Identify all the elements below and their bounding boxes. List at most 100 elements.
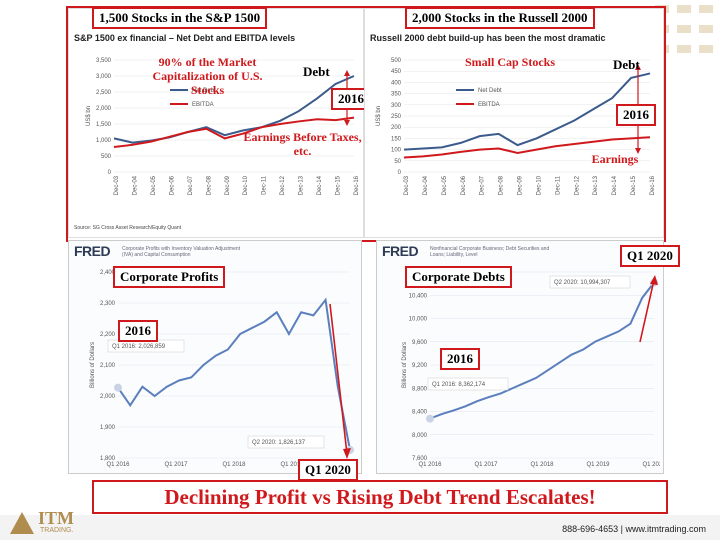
data-point	[227, 348, 229, 351]
sp1500-box: 1,500 Stocks in the S&P 1500	[92, 7, 268, 29]
x-tick-label: Dec-16	[650, 175, 656, 195]
legend-label: Net Debt	[478, 88, 502, 94]
x-tick-label: Dec-10	[243, 175, 249, 195]
data-point	[239, 333, 241, 335]
data-point	[288, 333, 290, 335]
series-line-ebitda	[113, 116, 355, 149]
data-point	[511, 387, 514, 390]
rus-earnings-annotation: Earnings	[591, 152, 639, 166]
y-tick-label: 3,500	[96, 58, 112, 64]
data-point	[641, 297, 644, 299]
x-tick-label: Q1 2020	[642, 462, 660, 468]
y-tick-label: 450	[391, 69, 402, 75]
decline-arrowhead	[343, 448, 351, 459]
y-tick-label: 1,000	[96, 138, 112, 144]
y-tick-label: 250	[391, 114, 402, 120]
fred-logo-debts: FRED	[382, 243, 419, 259]
data-point	[476, 400, 478, 402]
x-tick-label: Dec-08	[499, 175, 505, 195]
x-tick-label: Dec-09	[225, 175, 231, 195]
sp-debt-label: Debt	[303, 64, 330, 79]
x-tick-label: Q1 2017	[164, 462, 188, 468]
data-point	[464, 405, 467, 408]
x-tick-label: Q1 2019	[586, 462, 610, 468]
debts-series-desc: Nonfinancial Corporate Business; Debt Se…	[430, 246, 550, 258]
y-tick-label: 9,600	[412, 340, 428, 346]
x-tick-label: Dec-14	[612, 175, 618, 195]
rus-small-cap-annotation: Small Cap Stocks	[464, 55, 556, 69]
y-axis-label: Billions of Dollars	[90, 342, 96, 388]
sp-arrowhead-down	[344, 120, 350, 126]
x-tick-label: Dec-04	[423, 175, 429, 195]
y-axis-label: US$ bn	[376, 106, 382, 126]
sp-earnings-annotation: Earnings Before Taxes, etc.	[243, 130, 362, 158]
profits-2016-box: 2016	[118, 320, 158, 342]
y-tick-label: 50	[394, 159, 401, 165]
itm-logo-icon	[10, 512, 34, 534]
x-tick-label: Q1 2016	[418, 462, 442, 468]
y-tick-label: 2,000	[96, 106, 112, 112]
highlight-q1-2016	[114, 383, 122, 392]
x-tick-label: Dec-11	[262, 175, 268, 195]
x-tick-label: Dec-06	[461, 175, 467, 195]
itm-logo-text: ITM	[38, 508, 74, 528]
tooltip-label: Q1 2016: 8,362,174	[432, 382, 486, 388]
x-tick-label: Dec-16	[354, 175, 360, 195]
tooltip-label: Q2 2020: 1,826,137	[252, 440, 306, 446]
series-line-0	[429, 282, 655, 420]
y-tick-label: 8,400	[412, 410, 428, 416]
x-tick-label: Dec-07	[188, 175, 194, 195]
data-point	[141, 385, 144, 388]
data-point	[214, 354, 217, 357]
y-tick-label: 200	[391, 125, 402, 131]
y-tick-label: 400	[391, 80, 402, 86]
data-point	[129, 404, 132, 407]
highlight-q1-2016	[426, 414, 434, 423]
y-tick-label: 10,400	[409, 293, 428, 299]
data-point	[452, 409, 455, 412]
x-tick-label: Q1 2016	[106, 462, 130, 468]
sp1500-chart: 0 500 1,000 1,500 2,000 2,500 3,000 3,500 Dec-03…	[86, 58, 360, 195]
y-tick-label: 9,200	[412, 363, 428, 369]
data-point	[570, 353, 573, 356]
russell-panel	[364, 8, 664, 238]
x-tick-label: Dec-05	[151, 175, 157, 195]
x-tick-label: Dec-13	[593, 175, 599, 195]
y-tick-label: 300	[391, 103, 402, 109]
profits-box: Corporate Profits	[113, 266, 226, 288]
data-point	[300, 311, 302, 314]
x-tick-label: Dec-03	[404, 175, 410, 195]
data-point	[178, 379, 180, 382]
tooltip-label: Q2 2020: 10,994,307	[554, 280, 611, 286]
fred-logo-profits: FRED	[74, 243, 111, 259]
x-tick-label: Dec-14	[317, 175, 323, 195]
y-tick-label: 2,500	[96, 90, 112, 96]
sp1500-panel	[68, 8, 364, 238]
y-tick-label: 1,900	[100, 425, 116, 431]
y-tick-label: 8,000	[412, 433, 428, 439]
y-axis-label: US$ bn	[86, 106, 92, 126]
sp-arrowhead-up	[344, 70, 350, 76]
data-point	[324, 299, 327, 301]
x-tick-label: Q1 2019	[280, 462, 304, 468]
x-tick-label: Dec-05	[442, 175, 448, 195]
y-tick-label: 3,000	[96, 74, 112, 80]
x-tick-label: Q1 2018	[222, 462, 246, 468]
rise-arrowhead	[650, 275, 658, 285]
rus-arrowhead-down	[635, 148, 641, 154]
y-tick-label: 8,800	[412, 386, 428, 392]
profits-series-desc: Corporate Profits with Inventory Valuati…	[122, 246, 241, 258]
debts-box: Corporate Debts	[405, 266, 512, 288]
tooltip-box	[549, 275, 631, 289]
y-tick-label: 0	[108, 170, 112, 176]
data-point	[263, 320, 266, 323]
data-point	[251, 327, 254, 329]
series-line-ebitda	[403, 136, 651, 159]
y-tick-label: 150	[391, 136, 402, 142]
debts-chart: 7,600 8,000 8,400 8,800 9,200 9,600 10,000 10,4…	[402, 270, 660, 468]
series-line-0	[117, 297, 351, 451]
y-tick-label: 10,000	[409, 317, 428, 323]
sp-90pct-annotation: 90% of the Market Capitalization of U.S.…	[152, 55, 263, 97]
legend-label: Net Debt	[192, 88, 216, 94]
x-tick-label: Dec-10	[536, 175, 542, 195]
